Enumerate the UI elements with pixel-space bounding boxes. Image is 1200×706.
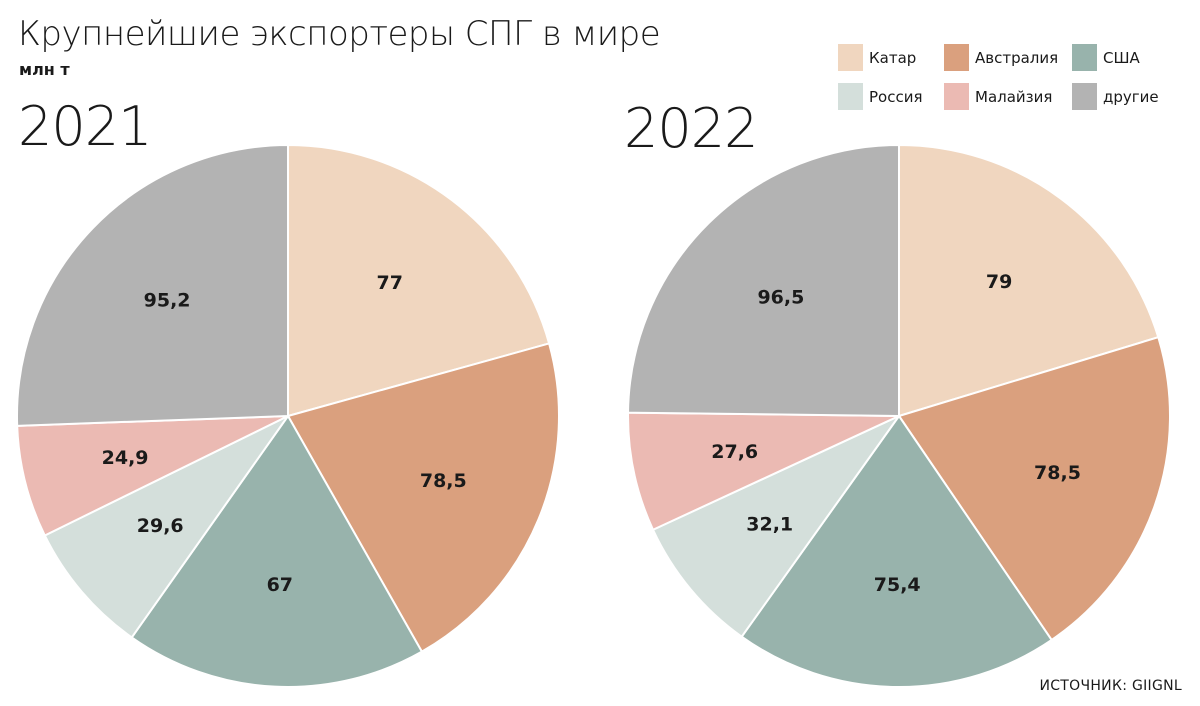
data-label-russia-2022: 32,1 [746,513,793,535]
legend-label-russia: Россия [869,87,923,106]
legend-item-others: другие [1072,83,1159,110]
data-label-malaysia-2022: 27,6 [711,441,758,463]
legend-item-malaysia: Малайзия [944,83,1052,110]
data-label-others-2021: 95,2 [144,289,191,311]
pie-slice-qatar-2021 [287,144,551,417]
source-note: ИСТОЧНИК: GIIGNL [1039,678,1182,694]
data-label-australia-2021: 78,5 [420,470,467,492]
pie-slice-usa-2021 [130,415,423,688]
legend-item-australia: Австралия [944,44,1058,71]
legend-swatch-qatar [838,44,863,71]
pie-title-2021: 2021 [18,95,152,158]
pie-2022: 79 78,5 75,4 32,1 27,6 96,5 [627,144,1172,688]
legend-swatch-malaysia [944,83,969,110]
legend-label-malaysia: Малайзия [975,87,1053,106]
legend-label-australia: Австралия [975,48,1059,67]
data-label-australia-2022: 78,5 [1034,462,1081,484]
legend-swatch-australia [944,44,969,71]
pie-slice-others-2022 [627,144,900,417]
pie-slice-russia-2021 [43,415,289,639]
legend-item-russia: Россия [838,83,923,110]
data-label-malaysia-2021: 24,9 [102,447,149,469]
legend-label-others: другие [1103,87,1159,106]
legend-label-qatar: Катар [869,48,917,67]
data-label-russia-2021: 29,6 [137,515,184,537]
pie-slice-australia-2021 [287,342,560,653]
legend-swatch-others [1072,83,1097,110]
pie-slice-qatar-2022 [898,144,1160,417]
pie-2021: 77 78,5 67 29,6 24,9 95,2 [16,144,560,688]
pie-slice-russia-2022 [652,415,900,638]
data-label-qatar-2021: 77 [376,272,402,294]
pie-slice-others-2021 [16,144,289,427]
legend-label-usa: США [1103,48,1140,67]
data-label-usa-2021: 67 [267,574,293,596]
pie-slice-australia-2022 [898,336,1172,641]
legend-swatch-russia [838,83,863,110]
data-label-others-2022: 96,5 [757,287,804,309]
data-label-qatar-2022: 79 [986,271,1012,293]
pie-slice-malaysia-2021 [16,415,289,537]
pie-slice-malaysia-2022 [627,411,900,531]
chart-title: Крупнейшие экспортеры СПГ в мире [18,14,661,54]
legend-item-qatar: Катар [838,44,916,71]
legend-swatch-usa [1072,44,1097,71]
pie-title-2022: 2022 [624,97,758,160]
data-label-usa-2022: 75,4 [874,574,921,596]
legend-item-usa: США [1072,44,1140,71]
chart-unit: млн т [19,60,70,79]
pie-slice-usa-2022 [740,415,1053,688]
